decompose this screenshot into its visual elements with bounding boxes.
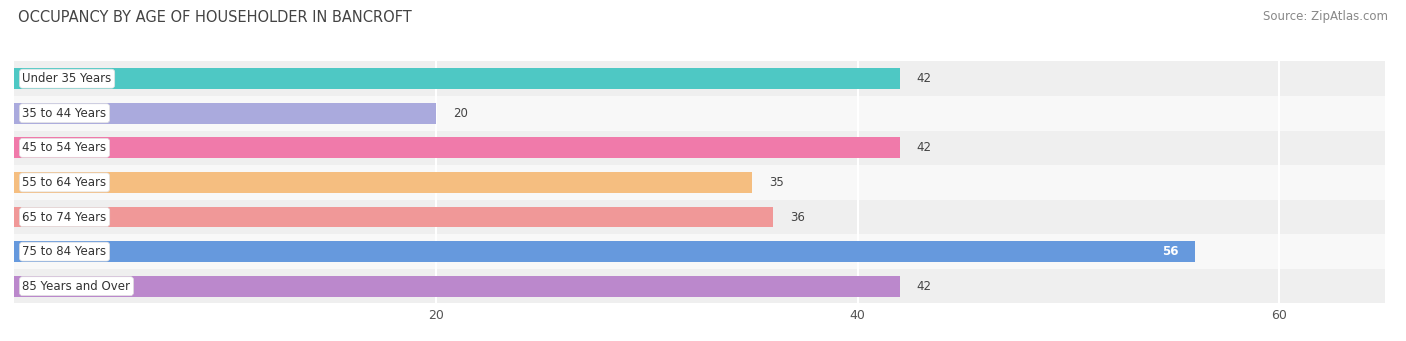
Bar bbox=[14, 103, 436, 124]
Bar bbox=[14, 241, 1195, 262]
Bar bbox=[0, 269, 1406, 303]
Text: 20: 20 bbox=[453, 107, 468, 120]
Bar bbox=[0, 165, 1406, 200]
Bar bbox=[14, 207, 773, 227]
Text: 45 to 54 Years: 45 to 54 Years bbox=[22, 142, 107, 154]
Bar bbox=[14, 137, 900, 158]
Text: 35: 35 bbox=[769, 176, 783, 189]
Text: 55 to 64 Years: 55 to 64 Years bbox=[22, 176, 107, 189]
Text: 36: 36 bbox=[790, 210, 806, 223]
Bar bbox=[14, 276, 900, 297]
Bar bbox=[0, 200, 1406, 234]
Text: 35 to 44 Years: 35 to 44 Years bbox=[22, 107, 107, 120]
Bar bbox=[0, 61, 1406, 96]
Text: Source: ZipAtlas.com: Source: ZipAtlas.com bbox=[1263, 10, 1388, 23]
Text: 75 to 84 Years: 75 to 84 Years bbox=[22, 245, 107, 258]
Text: 65 to 74 Years: 65 to 74 Years bbox=[22, 210, 107, 223]
Bar bbox=[0, 234, 1406, 269]
Text: 42: 42 bbox=[917, 280, 932, 293]
Text: OCCUPANCY BY AGE OF HOUSEHOLDER IN BANCROFT: OCCUPANCY BY AGE OF HOUSEHOLDER IN BANCR… bbox=[18, 10, 412, 25]
Bar bbox=[0, 96, 1406, 131]
Bar bbox=[14, 172, 752, 193]
Text: 85 Years and Over: 85 Years and Over bbox=[22, 280, 131, 293]
Text: 42: 42 bbox=[917, 72, 932, 85]
Bar bbox=[0, 131, 1406, 165]
Text: 42: 42 bbox=[917, 142, 932, 154]
Text: 56: 56 bbox=[1161, 245, 1178, 258]
Bar bbox=[14, 68, 900, 89]
Text: Under 35 Years: Under 35 Years bbox=[22, 72, 111, 85]
